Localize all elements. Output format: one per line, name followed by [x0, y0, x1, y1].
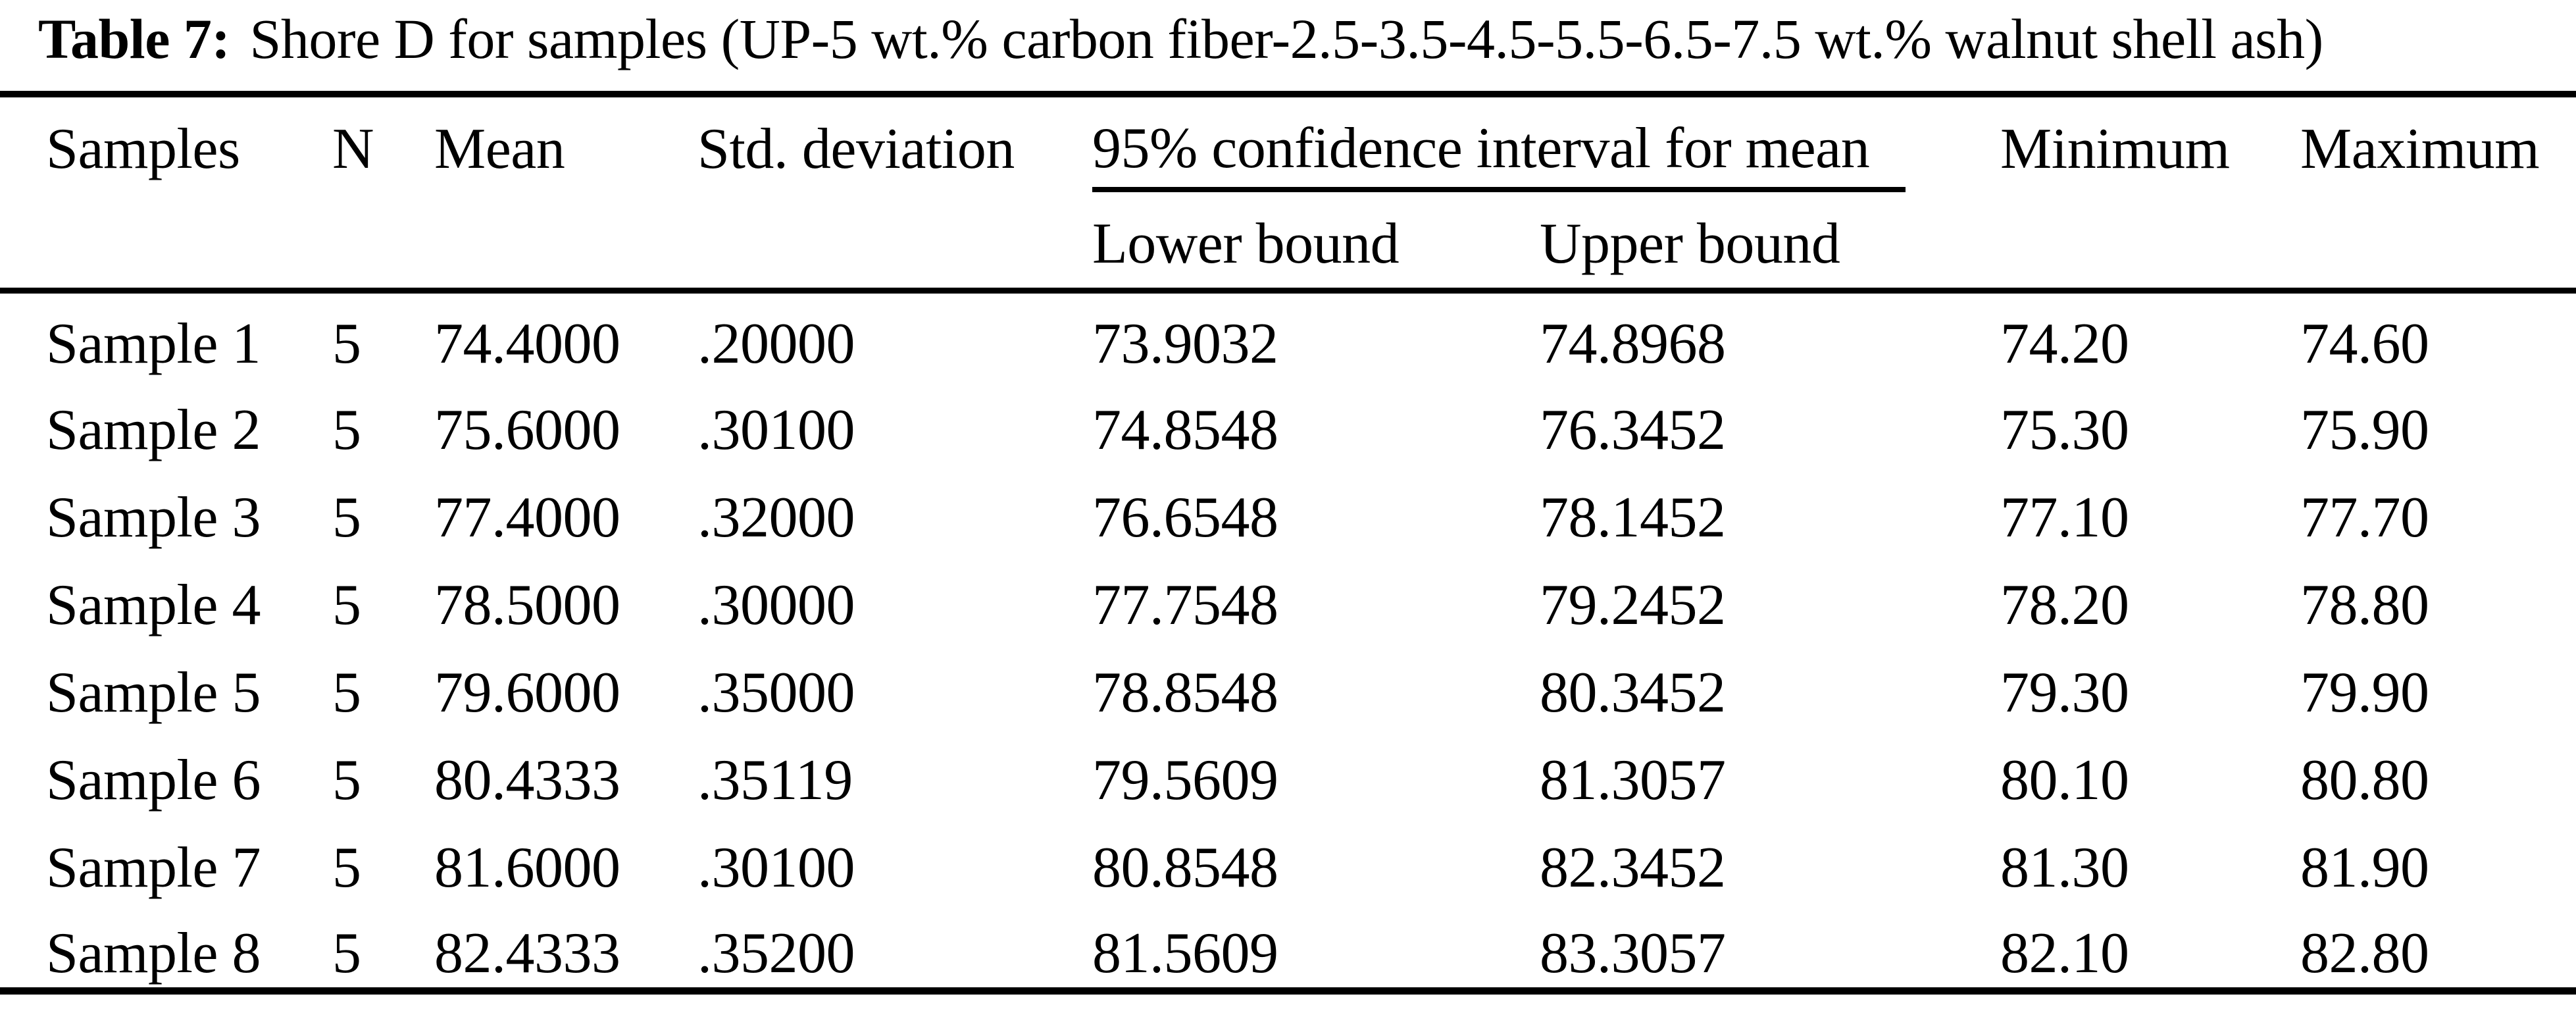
cell-sample: Sample 6	[46, 748, 261, 812]
cell-mean: 80.4333	[434, 748, 620, 812]
cell-upper-bound: 74.8968	[1540, 311, 1726, 376]
cell-maximum: 74.60	[2300, 311, 2429, 376]
cell-maximum: 75.90	[2300, 398, 2429, 462]
cell-lower-bound: 77.7548	[1092, 573, 1278, 637]
cell-maximum: 81.90	[2300, 835, 2429, 900]
cell-minimum: 82.10	[2000, 921, 2129, 985]
cell-mean: 77.4000	[434, 485, 620, 550]
subheader-empty	[697, 201, 1092, 294]
header-row: Samples N Mean Std. deviation 95% confid…	[0, 94, 2576, 201]
cell-sample: Sample 8	[46, 921, 261, 985]
table-row: Sample 2 5 75.6000 .30100 74.8548 76.345…	[0, 378, 2576, 465]
table-row: Sample 3 5 77.4000 .32000 76.6548 78.145…	[0, 465, 2576, 553]
subheader-row: Lower bound Upper bound	[0, 201, 2576, 294]
cell-n: 5	[332, 748, 361, 812]
cell-sample: Sample 4	[46, 573, 261, 637]
table-row: Sample 6 5 80.4333 .35119 79.5609 81.305…	[0, 728, 2576, 816]
cell-std-deviation: .20000	[697, 311, 855, 376]
cell-std-deviation: .30100	[697, 398, 855, 462]
subheader-empty	[434, 201, 697, 294]
cell-sample: Sample 2	[46, 398, 261, 462]
col-header-lower-bound: Lower bound	[1092, 201, 1540, 294]
cell-std-deviation: .35119	[697, 748, 853, 812]
cell-minimum: 77.10	[2000, 485, 2129, 550]
table-row: Sample 1 5 74.4000 .20000 73.9032 74.896…	[0, 290, 2576, 378]
cell-maximum: 79.90	[2300, 660, 2429, 725]
cell-mean: 79.6000	[434, 660, 620, 725]
cell-lower-bound: 78.8548	[1092, 660, 1278, 725]
cell-sample: Sample 7	[46, 835, 261, 900]
col-header-upper-bound: Upper bound	[1540, 201, 2000, 294]
cell-maximum: 77.70	[2300, 485, 2429, 550]
cell-sample: Sample 1	[46, 311, 261, 376]
cell-upper-bound: 79.2452	[1540, 573, 1726, 637]
cell-lower-bound: 81.5609	[1092, 921, 1278, 985]
table-row: Sample 8 5 82.4333 .35200 81.5609 83.305…	[0, 903, 2576, 991]
cell-maximum: 80.80	[2300, 748, 2429, 812]
cell-n: 5	[332, 398, 361, 462]
cell-n: 5	[332, 485, 361, 550]
col-header-n: N	[332, 117, 374, 181]
cell-mean: 78.5000	[434, 573, 620, 637]
col-header-minimum: Minimum	[2000, 117, 2230, 181]
cell-upper-bound: 76.3452	[1540, 398, 1726, 462]
cell-lower-bound: 76.6548	[1092, 485, 1278, 550]
cell-upper-bound: 83.3057	[1540, 921, 1726, 985]
subheader-empty	[2000, 201, 2300, 294]
cell-upper-bound: 78.1452	[1540, 485, 1726, 550]
subheader-empty	[2300, 201, 2576, 294]
cell-sample: Sample 5	[46, 660, 261, 725]
cell-minimum: 78.20	[2000, 573, 2129, 637]
table-row: Sample 4 5 78.5000 .30000 77.7548 79.245…	[0, 553, 2576, 640]
data-table: Samples N Mean Std. deviation 95% confid…	[0, 91, 2576, 995]
cell-std-deviation: .30100	[697, 835, 855, 900]
cell-minimum: 80.10	[2000, 748, 2129, 812]
subheader-empty	[0, 201, 332, 294]
col-header-samples: Samples	[46, 117, 240, 181]
col-header-confidence-interval: 95% confidence interval for mean	[1092, 94, 2000, 201]
col-header-mean: Mean	[434, 117, 565, 181]
cell-lower-bound: 79.5609	[1092, 748, 1278, 812]
cell-minimum: 74.20	[2000, 311, 2129, 376]
cell-mean: 81.6000	[434, 835, 620, 900]
cell-lower-bound: 80.8548	[1092, 835, 1278, 900]
cell-mean: 75.6000	[434, 398, 620, 462]
cell-mean: 74.4000	[434, 311, 620, 376]
table-caption: Shore D for samples (UP-5 wt.% carbon fi…	[249, 7, 2324, 70]
cell-upper-bound: 80.3452	[1540, 660, 1726, 725]
cell-lower-bound: 73.9032	[1092, 311, 1278, 376]
cell-maximum: 78.80	[2300, 573, 2429, 637]
cell-minimum: 81.30	[2000, 835, 2129, 900]
table-row: Sample 5 5 79.6000 .35000 78.8548 80.345…	[0, 640, 2576, 728]
col-header-std-deviation: Std. deviation	[697, 117, 1015, 181]
cell-n: 5	[332, 921, 361, 985]
cell-mean: 82.4333	[434, 921, 620, 985]
cell-n: 5	[332, 311, 361, 376]
confidence-interval-group-label: 95% confidence interval for mean	[1092, 119, 1906, 192]
cell-std-deviation: .32000	[697, 485, 855, 550]
cell-lower-bound: 74.8548	[1092, 398, 1278, 462]
cell-std-deviation: .35000	[697, 660, 855, 725]
table-number-label: Table 7:	[38, 7, 230, 70]
cell-n: 5	[332, 660, 361, 725]
table-row: Sample 7 5 81.6000 .30100 80.8548 82.345…	[0, 816, 2576, 903]
cell-n: 5	[332, 835, 361, 900]
subheader-empty	[332, 201, 434, 294]
cell-std-deviation: .30000	[697, 573, 855, 637]
cell-n: 5	[332, 573, 361, 637]
cell-upper-bound: 81.3057	[1540, 748, 1726, 812]
cell-upper-bound: 82.3452	[1540, 835, 1726, 900]
col-header-maximum: Maximum	[2300, 117, 2540, 181]
cell-sample: Sample 3	[46, 485, 261, 550]
cell-minimum: 75.30	[2000, 398, 2129, 462]
table-title: Table 7: Shore D for samples (UP-5 wt.% c…	[38, 7, 2323, 72]
cell-minimum: 79.30	[2000, 660, 2129, 725]
cell-maximum: 82.80	[2300, 921, 2429, 985]
cell-std-deviation: .35200	[697, 921, 855, 985]
